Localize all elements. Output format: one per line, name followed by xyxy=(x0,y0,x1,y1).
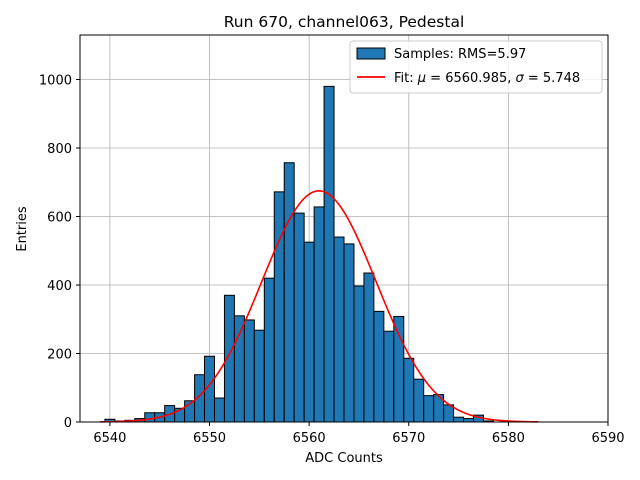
legend: Samples: RMS=5.97 Fit: μ = 6560.985, σ =… xyxy=(349,40,603,94)
legend-histogram-label: Samples: RMS=5.97 xyxy=(394,47,526,62)
grid xyxy=(80,35,609,423)
histogram-bar xyxy=(213,397,225,423)
x-axis-ticks: 6540 6550 6560 6570 6580 6590 xyxy=(93,422,625,446)
y-tick-label: 0 xyxy=(64,416,72,431)
histogram-bar xyxy=(393,316,405,423)
histogram-bar xyxy=(363,272,375,423)
legend-box xyxy=(349,40,603,94)
legend-fit-mu-value: = 6560.985, xyxy=(426,71,515,86)
legend-histogram-swatch xyxy=(356,47,386,60)
histogram-bar xyxy=(463,418,475,423)
histogram-bar xyxy=(323,85,335,423)
y-tick-label: 800 xyxy=(47,142,72,157)
x-tick-label: 6550 xyxy=(193,431,226,446)
x-tick-label: 6590 xyxy=(591,431,624,446)
y-axis-label: Entries xyxy=(15,206,30,252)
histogram-bar xyxy=(243,319,255,423)
y-tick-label: 1000 xyxy=(39,74,72,89)
x-tick-label: 6580 xyxy=(492,431,525,446)
histogram-bar xyxy=(233,315,245,423)
x-tick-label: 6560 xyxy=(293,431,326,446)
y-tick-label: 200 xyxy=(47,348,72,363)
histogram-bar xyxy=(423,395,435,423)
fit-curve xyxy=(99,190,539,423)
x-tick-label: 6540 xyxy=(93,431,126,446)
histogram-bar xyxy=(343,243,355,423)
histogram-bar xyxy=(283,162,295,423)
histogram-bar xyxy=(273,191,285,423)
legend-fit-sigma-symbol: σ xyxy=(516,71,525,86)
histogram-bar xyxy=(263,277,275,423)
legend-fit-mu-symbol: μ xyxy=(417,71,426,86)
histogram-bar xyxy=(293,212,305,423)
histogram-bar xyxy=(403,357,415,423)
histogram-bars xyxy=(104,85,494,423)
histogram-bar xyxy=(253,329,265,423)
plot-frame xyxy=(79,34,609,423)
legend-fit-prefix: Fit: xyxy=(394,71,418,86)
histogram-bar xyxy=(303,241,315,423)
histogram-bar xyxy=(413,378,425,423)
histogram-bar xyxy=(144,412,156,423)
histogram-bar xyxy=(453,416,465,423)
y-tick-label: 400 xyxy=(47,279,72,294)
y-tick-label: 600 xyxy=(47,211,72,226)
y-axis-ticks: 0 200 400 600 800 1000 xyxy=(39,74,80,431)
fit-curve-layer xyxy=(99,190,539,423)
histogram-bar xyxy=(353,285,365,423)
legend-fit-sigma-value: = 5.748 xyxy=(524,71,580,86)
chart-title: Run 670, channel063, Pedestal xyxy=(224,13,465,31)
histogram-bar xyxy=(373,310,385,423)
x-axis-label: ADC Counts xyxy=(305,451,383,466)
legend-fit-label: Fit: μ = 6560.985, σ = 5.748 xyxy=(394,71,580,86)
histogram-bar xyxy=(333,236,345,423)
histogram-bar xyxy=(313,206,325,423)
histogram-bar xyxy=(383,330,395,423)
x-tick-label: 6570 xyxy=(392,431,425,446)
